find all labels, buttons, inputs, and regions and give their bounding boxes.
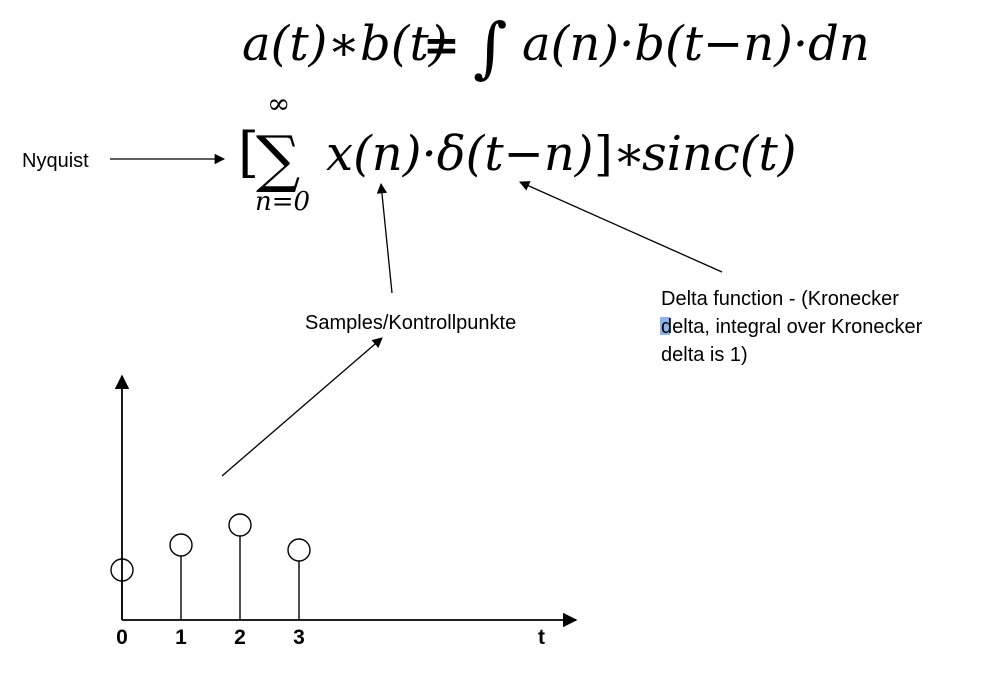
x-axis-label: t	[538, 626, 545, 649]
text-selection-highlight	[660, 317, 670, 335]
bracket-open: [	[238, 121, 259, 184]
convolution-equals: =	[423, 20, 460, 71]
integral-symbol: ∫	[473, 9, 507, 86]
sample-marker-0	[110, 558, 134, 582]
sinc-kernel: sinc(t)	[642, 126, 797, 182]
sample-marker-3	[287, 538, 311, 562]
sum-upper-limit: ∞	[267, 87, 290, 120]
x-tick-labels: 0 1 2 3	[116, 626, 305, 649]
samples-to-formula-arrow	[376, 182, 393, 294]
plot-to-samples-arrow	[221, 337, 383, 477]
delta-note-line-1: Delta function - (Kronecker	[661, 288, 899, 310]
delta-note-line-3: delta is 1)	[661, 344, 748, 366]
sample-marker-2	[228, 513, 252, 537]
nyquist-label: Nyquist	[22, 150, 89, 172]
delta-arrow	[519, 181, 723, 273]
sample-stems	[110, 513, 311, 620]
x-tick-label-3: 3	[293, 626, 305, 649]
bracket-close-convolve: ]∗	[594, 126, 645, 182]
x-tick-label-2: 2	[234, 626, 246, 649]
sum-lower-limit: n=0	[255, 187, 310, 217]
x-tick-label-1: 1	[175, 626, 187, 649]
sample-marker-1	[169, 533, 193, 557]
x-tick-label-0: 0	[116, 626, 128, 649]
sum-symbol: ∑	[256, 122, 300, 195]
sampling-formula: [ ∞ ∑ n=0 x(n)·δ(t−n) ]∗ sinc(t)	[238, 87, 797, 217]
stem-plot: 0 1 2 3 t	[110, 374, 578, 649]
convolution-lhs: a(t)∗b(t)	[242, 16, 447, 72]
convolution-rhs: a(n)·b(t−n)·dn	[522, 16, 870, 72]
sampling-body: x(n)·δ(t−n)	[326, 126, 593, 182]
samples-label: Samples/Kontrollpunkte	[305, 312, 516, 334]
delta-note-line-2: delta, integral over Kronecker	[661, 316, 923, 338]
convolution-formula: a(t)∗b(t) = ∫ a(n)·b(t−n)·dn	[242, 9, 870, 86]
